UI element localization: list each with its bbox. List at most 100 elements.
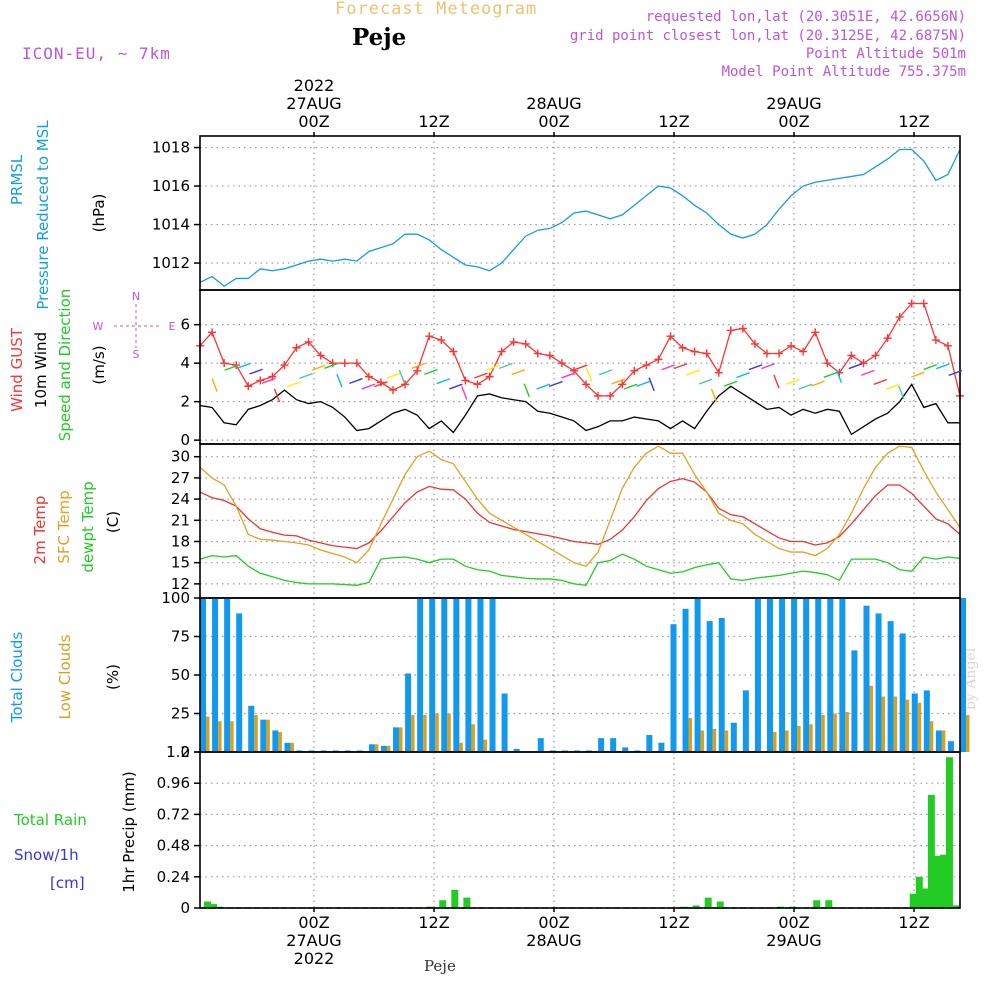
- total-cloud-bar: [766, 598, 773, 752]
- requested-location-info: requested lon,lat (20.3051E, 42.6656N): [645, 9, 966, 25]
- time-axis-label: 2022: [294, 949, 335, 968]
- low-cloud-bar: [278, 731, 282, 752]
- gust-marker: [787, 341, 796, 350]
- gust-marker: [943, 341, 952, 350]
- wind-arrow: [486, 364, 501, 371]
- wind-arrow: [948, 369, 963, 377]
- total-cloud-bar: [911, 693, 918, 752]
- wind-arrow: [935, 363, 950, 370]
- gust-marker: [304, 337, 313, 346]
- wind-arrow: [661, 364, 675, 371]
- low-cloud-bar: [218, 721, 222, 752]
- low-cloud-bar: [411, 715, 415, 752]
- gust-marker: [389, 386, 398, 395]
- time-axis-label: 12Z: [418, 112, 449, 131]
- gust-marker: [750, 339, 759, 348]
- low-cloud-bar: [797, 725, 801, 752]
- gust-marker: [545, 351, 554, 360]
- time-axis-label: 00Z: [538, 112, 569, 131]
- time-axis-label: 00Z: [538, 913, 569, 932]
- gust-marker: [811, 328, 820, 337]
- low-cloud-bar: [724, 730, 729, 752]
- y-tick-label: 0: [180, 899, 190, 917]
- wind-arrow: [636, 380, 650, 387]
- low-cloud-bar: [688, 718, 693, 752]
- gust-marker: [425, 332, 434, 341]
- low-cloud-bar: [471, 724, 475, 752]
- total-cloud-bar: [646, 735, 653, 752]
- rain-label: Total Rain: [13, 811, 87, 829]
- total-cloud-bar: [706, 621, 713, 752]
- wind-arrow: [736, 372, 750, 379]
- low-cloud-bar: [459, 742, 463, 752]
- time-axis-label: 00Z: [778, 913, 809, 932]
- time-axis-label: 12Z: [898, 112, 929, 131]
- time-axis-label: 12Z: [898, 913, 929, 932]
- gust-marker: [738, 324, 747, 333]
- gust-marker: [401, 380, 410, 389]
- wind-arrow: [224, 364, 238, 371]
- compass-east: E: [169, 320, 176, 333]
- total-cloud-bar: [417, 598, 424, 752]
- precip-label: 1hr Precip (mm): [120, 771, 138, 892]
- low-cloud-bar: [290, 742, 294, 752]
- wind-arrow: [923, 363, 938, 371]
- time-axis-label: 12Z: [658, 112, 689, 131]
- wind-arrow: [449, 383, 463, 390]
- total-cloud-bar: [742, 690, 749, 752]
- y-tick-label: 0.72: [157, 805, 190, 823]
- wind-arrow: [361, 383, 376, 390]
- total-cloud-bar: [863, 605, 870, 752]
- series-line-temperature-0: [199, 477, 961, 550]
- total-cloud-bar: [465, 598, 472, 752]
- wind-arrow: [299, 372, 313, 380]
- low-cloud-bar: [809, 724, 813, 752]
- wind-arrow: [873, 378, 888, 385]
- gust-marker: [280, 361, 289, 370]
- rain-bar: [704, 897, 712, 908]
- total-cloud-bar: [224, 598, 231, 752]
- gust-marker: [208, 328, 217, 337]
- low-cloud-bar: [905, 699, 910, 752]
- wind-arrow: [898, 385, 905, 400]
- pressure-label-full: Pressure Reduced to MSL: [34, 120, 52, 310]
- panel-temperature: 12 15 18 21 24 27 30: [171, 443, 961, 599]
- compass-north: N: [132, 290, 140, 303]
- wind-arrow: [211, 378, 218, 392]
- low-cloud-bar: [447, 713, 451, 752]
- wind-arrow: [811, 380, 825, 387]
- gust-marker: [823, 359, 832, 368]
- wind-arrow: [436, 378, 451, 385]
- gust-marker: [473, 380, 482, 389]
- rain-bar: [210, 904, 218, 908]
- wind-arrow: [673, 363, 688, 370]
- rain-bar: [927, 794, 935, 908]
- wind-direction-arrows: [211, 362, 963, 403]
- wind-arrow: [498, 362, 513, 370]
- wind-arrow: [424, 368, 438, 376]
- rain-bar: [204, 901, 212, 908]
- total-cloud-bar: [875, 613, 882, 752]
- total-cloud-bar: [248, 705, 255, 752]
- gust-marker: [859, 359, 868, 368]
- rain-bar: [921, 888, 929, 908]
- clouds-unit: (%): [104, 664, 122, 690]
- wind-arrow: [761, 363, 775, 370]
- low-cloud-bar: [881, 696, 886, 752]
- y-tick-label: 21: [171, 511, 190, 529]
- low-cloud-bar: [966, 715, 970, 752]
- y-tick-label: 2: [180, 393, 190, 411]
- total-cloud-bar: [851, 650, 858, 752]
- wind-arrow: [710, 388, 718, 403]
- gust-marker: [775, 349, 784, 358]
- wind-arrow: [798, 383, 813, 390]
- rain-bar: [933, 856, 941, 908]
- wind-arrow: [536, 383, 551, 390]
- total-cloud-bar: [803, 598, 810, 752]
- wind-arrow: [249, 368, 263, 375]
- wind-arrow: [848, 363, 863, 370]
- rain-bar: [716, 901, 724, 908]
- y-tick-label: 0: [180, 743, 190, 761]
